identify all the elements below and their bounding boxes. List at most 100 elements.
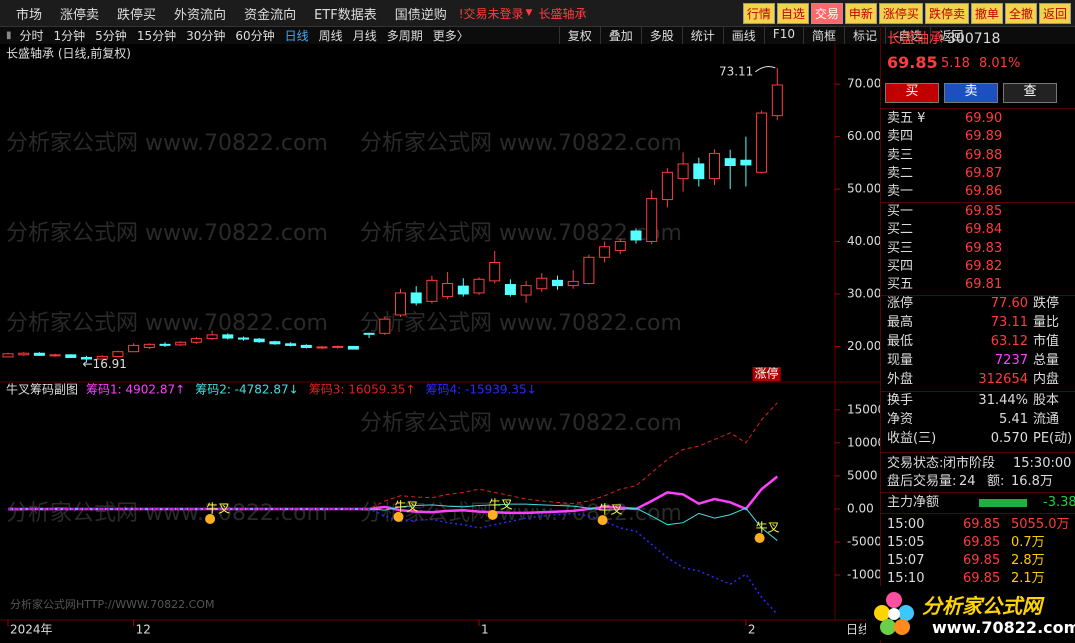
candle-body [332, 345, 344, 348]
candle-body [552, 279, 563, 287]
stat-label: 最低 [887, 334, 914, 349]
candle-body [159, 343, 171, 346]
stat-value: 31.44% [978, 393, 1028, 408]
tool-button[interactable]: 叠加 [599, 27, 641, 44]
y-tick-label: -5000 [847, 534, 880, 548]
candle-body [33, 352, 45, 356]
top-button[interactable]: 返回 [1038, 2, 1071, 24]
period-tab[interactable]: 30分钟 [186, 29, 226, 43]
ask-label: 卖二 [887, 165, 914, 181]
action-button[interactable]: 查 [1003, 83, 1057, 103]
candle-body [363, 332, 375, 335]
tool-button[interactable]: 画线 [722, 27, 764, 44]
price-change-pct: 8.01% [979, 56, 1021, 71]
signal-icon [205, 513, 216, 524]
period-tab[interactable]: 日线 [284, 29, 309, 43]
candle-body [395, 292, 406, 316]
period-tab[interactable]: 60分钟 [235, 29, 275, 43]
top-button[interactable]: 涨停买 [878, 2, 923, 24]
candle-body [661, 171, 673, 201]
status-value: 闭市阶段 [943, 456, 996, 471]
trade-time: 15:00 [887, 517, 925, 532]
top-button[interactable]: 自选 [776, 2, 809, 24]
period-tab[interactable]: 15分钟 [136, 29, 177, 43]
tool-button[interactable]: 多股 [640, 27, 682, 44]
top-button[interactable]: 申新 [844, 2, 877, 24]
y-tick-label: 60.00 [847, 129, 880, 143]
ask-label: 卖四 [887, 129, 914, 145]
candle-body [740, 159, 752, 166]
stat-label: 净资 [887, 412, 914, 427]
low-label: ←16.91 [83, 357, 127, 371]
y-tick-label: 10000 [847, 435, 880, 449]
menu-item[interactable]: 跌停买 [117, 7, 157, 23]
period-tab[interactable]: 月线 [352, 29, 377, 43]
menu-item[interactable]: ETF数据表 [314, 7, 377, 23]
stat-label: 外盘 [887, 372, 914, 387]
top-button[interactable]: 跌停卖 [924, 2, 969, 24]
ask-price: 69.89 [965, 129, 1003, 145]
signal-icon [487, 509, 498, 520]
x-tick-label: 2024年 [10, 623, 53, 637]
candle-body [614, 241, 626, 251]
x-axis-label: 日线 [846, 623, 870, 637]
login-status[interactable]: !交易未登录 [458, 6, 524, 21]
signal-icon [597, 515, 608, 526]
top-button[interactable]: 全撤 [1004, 2, 1037, 24]
bid-price: 69.82 [965, 258, 1003, 274]
toolbar: ▮ 分时 1分钟 5分钟 15分钟 30分钟 60分钟 日线 周线 月线 多周期 更多〉 复权 叠加 多股统… [0, 27, 1075, 44]
candle-body [379, 318, 391, 334]
menu-item[interactable]: 外资流向 [174, 7, 227, 23]
top-button[interactable]: 交易 [810, 2, 843, 24]
candle-body [599, 246, 611, 258]
net-flow-label: 主力净额 [887, 495, 940, 510]
top-button[interactable]: 行情 [742, 2, 775, 24]
limit-up-label: 涨停 [755, 366, 779, 381]
stat-label: 涨停 [887, 296, 914, 311]
watermark: 分析家公式网 www.70822.com [360, 411, 682, 436]
candle-body [18, 352, 30, 356]
tool-button[interactable]: 标记 [844, 27, 885, 44]
candle-body [724, 158, 736, 166]
menu-item[interactable]: 市场 [16, 7, 43, 23]
period-tab[interactable]: 周线 [318, 29, 343, 43]
stat-label: 市值 [1033, 334, 1060, 349]
candle-body [473, 278, 485, 294]
period-tab[interactable]: 更多〉 [432, 29, 469, 43]
x-tick-label: 12 [136, 623, 151, 637]
period-tab[interactable]: 分时 [19, 29, 44, 43]
top-menu: 市场 涨停卖 跌停买 外资流向 资金流向 ETF数据表 国债逆购 !交易未登录 ▼ 长盛轴承 行情自… [0, 0, 1075, 27]
tool-button[interactable]: 统计 [681, 27, 723, 44]
stat-label: 量比 [1033, 315, 1060, 330]
chart: 分析家公式网 www.70822.com 分析家公式网 www.70822.com… [0, 44, 880, 637]
menu-item[interactable]: 国债逆购 [394, 7, 447, 23]
high-arrow [754, 66, 776, 73]
menu-item[interactable]: 涨停卖 [60, 7, 100, 23]
signal-label: 牛叉 [756, 519, 780, 534]
tool-button[interactable]: 复权 [558, 27, 600, 44]
ask-label: 卖五 ¥ [887, 111, 926, 126]
ask-label: 卖三 [887, 147, 914, 163]
action-button[interactable]: 卖 [944, 83, 998, 103]
tool-button[interactable]: F10 [763, 27, 803, 44]
candle-body [49, 354, 61, 357]
tool-button[interactable]: -自选 [885, 27, 930, 44]
candle-body [175, 341, 187, 346]
stat-label: 内盘 [1033, 372, 1060, 387]
bid-label: 买三 [887, 240, 914, 256]
trade-time: 15:07 [887, 553, 925, 568]
period-tab[interactable]: 多周期 [386, 29, 423, 43]
tool-button[interactable]: 返回 [930, 27, 971, 44]
current-stock[interactable]: 长盛轴承 [538, 6, 587, 21]
top-button[interactable]: 撤单 [970, 2, 1003, 24]
tool-button[interactable]: 简框 [802, 27, 844, 44]
watermark: 分析家公式网 www.70822.com [6, 501, 328, 526]
action-button[interactable]: 买 [885, 83, 939, 103]
legend-entry: 筹码3: 16059.35↑ [309, 383, 416, 397]
trade-time: 15:05 [887, 535, 925, 550]
menu-item[interactable]: 资金流向 [244, 7, 297, 23]
period-tab[interactable]: 1分钟 [53, 29, 86, 43]
period-tab[interactable]: 5分钟 [95, 29, 127, 43]
candle-body [300, 344, 312, 348]
after-hours-amount: 16.8万 [1011, 474, 1053, 489]
